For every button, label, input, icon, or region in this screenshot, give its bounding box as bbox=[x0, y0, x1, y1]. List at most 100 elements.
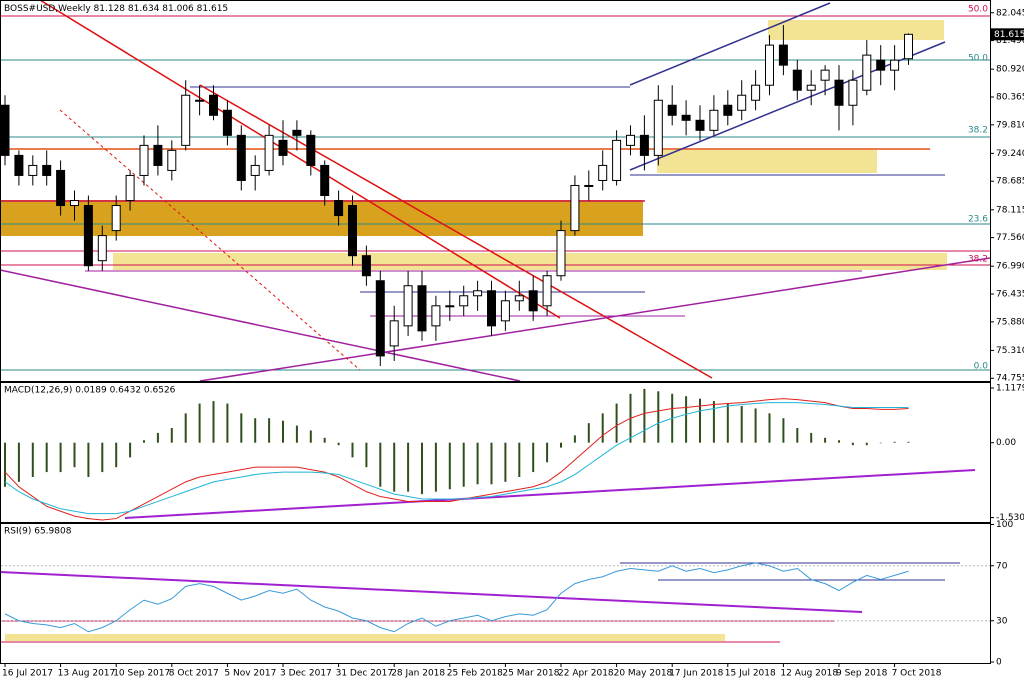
candle-body bbox=[751, 84, 761, 101]
macd-bar bbox=[865, 442, 868, 446]
macd-bar bbox=[295, 425, 298, 443]
y-tick-label: 78.685 bbox=[996, 177, 1024, 187]
fib-label: 50.0 bbox=[968, 54, 988, 64]
candle-body bbox=[570, 184, 580, 232]
macd-bar bbox=[490, 442, 493, 485]
trendline bbox=[124, 469, 976, 519]
candle-body bbox=[181, 94, 191, 146]
candle-body bbox=[695, 119, 705, 131]
x-tick-label: 13 Aug 2017 bbox=[58, 669, 116, 679]
macd-bar bbox=[824, 437, 827, 443]
candle-body bbox=[70, 200, 79, 207]
macd-bar bbox=[31, 442, 34, 477]
macd-bar bbox=[407, 442, 410, 492]
macd-bar bbox=[212, 401, 215, 443]
macd-bar bbox=[393, 442, 396, 492]
candle-body bbox=[361, 255, 371, 277]
x-tick-label: 12 Aug 2018 bbox=[780, 669, 838, 679]
x-tick-label: 16 Jul 2017 bbox=[2, 669, 53, 679]
macd-bar bbox=[601, 413, 604, 443]
macd-bar bbox=[782, 418, 785, 443]
macd-bar bbox=[893, 441, 896, 443]
x-tick-label: 15 Jul 2018 bbox=[725, 669, 776, 679]
candle-body bbox=[111, 205, 121, 232]
macd-bar bbox=[462, 442, 465, 487]
y-tick-label: 75.310 bbox=[996, 346, 1024, 356]
candle-body bbox=[806, 84, 816, 91]
macd-bar bbox=[4, 442, 6, 487]
y-tick-label: 74.755 bbox=[996, 374, 1024, 384]
y-tick-label: 79.810 bbox=[996, 120, 1024, 130]
candle-body bbox=[778, 44, 788, 66]
candle-body bbox=[890, 59, 900, 71]
candle-body bbox=[403, 285, 413, 327]
candle-body bbox=[334, 200, 344, 217]
macd-bar bbox=[851, 442, 854, 446]
candle-body bbox=[473, 290, 483, 297]
x-tick-label: 20 May 2018 bbox=[614, 669, 673, 679]
y-tick-label: 70 bbox=[996, 561, 1008, 571]
macd-title: MACD(12,26,9) 0.0189 0.6432 0.6526 bbox=[4, 386, 176, 396]
frame bbox=[0, 0, 991, 382]
macd-bar bbox=[573, 435, 576, 443]
macd-bar bbox=[560, 442, 562, 448]
macd-bar bbox=[379, 442, 382, 487]
macd-bar bbox=[657, 391, 660, 443]
current-price: 81.615 bbox=[994, 30, 1024, 40]
candle-body bbox=[445, 305, 455, 308]
y-tick-label: 80.920 bbox=[996, 65, 1024, 75]
trendline bbox=[199, 84, 713, 379]
y-tick-label: 0.00 bbox=[996, 438, 1016, 448]
macd-bar bbox=[198, 403, 201, 443]
y-tick-label: 30 bbox=[996, 616, 1008, 626]
macd-bar bbox=[587, 423, 590, 443]
x-tick-label: 7 Oct 2018 bbox=[892, 669, 942, 679]
macd-bar bbox=[504, 442, 507, 482]
candle-body bbox=[56, 169, 66, 207]
macd-bar bbox=[421, 442, 423, 495]
candle-body bbox=[195, 99, 205, 102]
candle-body bbox=[264, 134, 274, 171]
open: 81.128 bbox=[94, 4, 126, 14]
close: 81.615 bbox=[197, 4, 229, 14]
trendline bbox=[199, 257, 991, 382]
candle-body bbox=[278, 139, 288, 156]
candle-body bbox=[862, 54, 872, 91]
candle-body bbox=[389, 320, 399, 347]
macd-bar bbox=[365, 442, 368, 468]
x-tick-label: 9 Sep 2018 bbox=[836, 669, 888, 679]
candle-body bbox=[876, 59, 886, 71]
macd-bar bbox=[546, 442, 549, 463]
candle-body bbox=[848, 79, 858, 106]
candle-body bbox=[14, 154, 24, 176]
candle-body bbox=[42, 164, 52, 176]
macd-bar bbox=[699, 398, 701, 443]
candle-body bbox=[737, 94, 747, 111]
macd-bar bbox=[712, 401, 715, 443]
candle-body bbox=[153, 144, 163, 166]
candle-body bbox=[0, 104, 10, 156]
macd-bar bbox=[532, 442, 535, 473]
macd-bar bbox=[115, 442, 118, 468]
high: 81.634 bbox=[128, 4, 160, 14]
x-tick-label: 28 Jan 2018 bbox=[391, 669, 445, 679]
candle-body bbox=[639, 134, 649, 156]
candle-body bbox=[528, 290, 538, 312]
zone bbox=[768, 20, 944, 40]
price-marker bbox=[991, 28, 1024, 41]
macd-bar bbox=[323, 437, 326, 443]
macd-bar bbox=[810, 432, 813, 443]
candle-body bbox=[97, 235, 107, 262]
macd-bar bbox=[282, 420, 284, 443]
macd-bar bbox=[740, 406, 743, 443]
frame bbox=[0, 523, 991, 664]
macd-bar bbox=[254, 418, 257, 443]
candle-body bbox=[348, 205, 357, 257]
y-tick-label: 77.560 bbox=[996, 233, 1024, 243]
y-tick-label: 80.365 bbox=[996, 92, 1024, 102]
fib-label: 50.0 bbox=[968, 5, 988, 15]
candle-body bbox=[667, 104, 677, 116]
candle-body bbox=[209, 94, 218, 116]
candle-body bbox=[765, 44, 774, 86]
